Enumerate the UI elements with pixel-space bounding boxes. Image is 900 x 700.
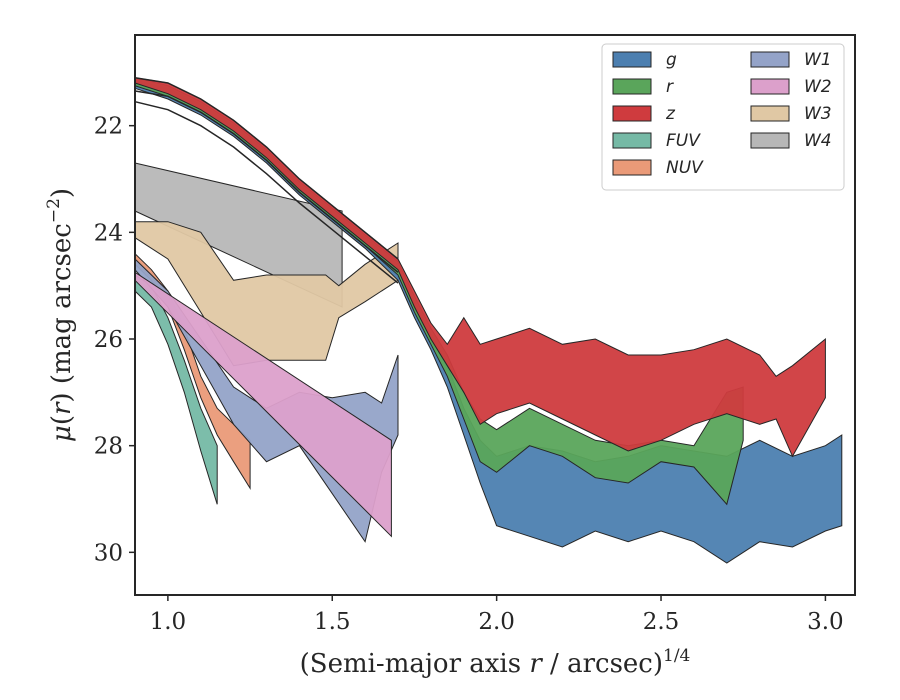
x-tick-label: 2.5 <box>643 609 680 635</box>
legend-swatch-w1 <box>750 51 790 68</box>
profile-line-1 <box>134 76 399 260</box>
legend-label-z: z <box>665 104 676 124</box>
band-area-fuv <box>134 274 218 505</box>
legend-label-w3: W3 <box>804 104 832 124</box>
legend-swatch-nuv <box>612 159 652 176</box>
x-tick-label: 3.0 <box>807 609 844 635</box>
x-tick-label: 1.5 <box>314 609 351 635</box>
legend-swatch-g <box>612 51 652 68</box>
y-tick-label: 28 <box>94 434 123 460</box>
band-areas <box>134 77 843 564</box>
profile-line-2 <box>134 90 399 273</box>
legend-swatch-fuv <box>612 132 652 149</box>
y-tick-label: 22 <box>94 114 123 140</box>
x-tick-label: 1.0 <box>150 609 187 635</box>
legend-label-fuv: FUV <box>666 131 701 151</box>
band-area-z <box>134 77 826 458</box>
legend-swatch-z <box>612 105 652 122</box>
legend-label-nuv: NUV <box>666 158 704 178</box>
plot-frame <box>134 34 856 596</box>
y-tick-label: 26 <box>94 327 123 353</box>
y-axis-ticks: 22 24 26 28 30 <box>94 114 135 566</box>
legend-swatch-w2 <box>750 78 790 95</box>
legend-label-w2: W2 <box>804 77 832 97</box>
legend-swatch-r <box>612 78 652 95</box>
x-tick-label: 2.0 <box>478 609 515 635</box>
legend-swatch-w4 <box>750 132 790 149</box>
x-axis-label: (Semi-major axis r / arcsec)1/4 <box>300 646 691 679</box>
x-axis-ticks: 1.0 1.5 2.0 2.5 3.0 <box>150 595 844 635</box>
legend-label-w4: W4 <box>804 131 832 151</box>
legend-label-w1: W1 <box>804 50 832 70</box>
y-tick-label: 30 <box>94 540 123 566</box>
y-axis-label: μ(r) (mag arcsec−2) <box>44 188 77 442</box>
legend-label-g: g <box>666 50 677 70</box>
profile-lines <box>134 76 399 284</box>
legend-swatch-w3 <box>750 105 790 122</box>
profile-line-3 <box>134 100 399 284</box>
legend: grz FUV NUV W1 W2 W3 W4 <box>601 43 845 191</box>
y-tick-label: 24 <box>94 220 123 246</box>
legend-label-r: r <box>666 77 674 97</box>
